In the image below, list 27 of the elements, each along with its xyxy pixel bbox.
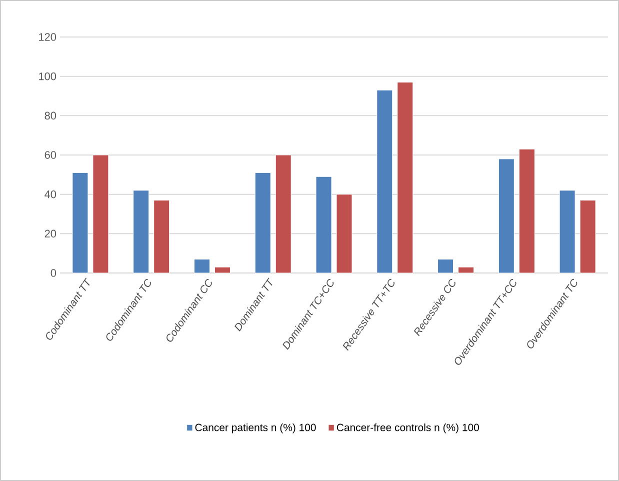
bar: [214, 266, 230, 274]
bar: [376, 90, 393, 274]
bar: [316, 176, 332, 274]
legend-label: Cancer patients n (%) 100: [195, 423, 316, 434]
bar: [336, 194, 352, 274]
y-tick-label: 40: [44, 190, 56, 198]
bar: [194, 258, 210, 274]
bar: [580, 200, 596, 274]
bar: [498, 158, 514, 274]
y-tick-label: 0: [50, 269, 56, 277]
bar: [154, 200, 170, 274]
bar: [397, 82, 414, 274]
y-tick-label: 100: [39, 72, 56, 80]
y-tick-label: 120: [39, 33, 56, 41]
bar: [438, 258, 454, 274]
y-tick-label: 80: [44, 112, 56, 120]
legend-label: Cancer-free controls n (%) 100: [336, 423, 479, 434]
bar: [133, 190, 150, 274]
bar: [518, 148, 535, 274]
bar: [254, 172, 271, 274]
bar: [559, 190, 576, 274]
bar: [92, 154, 109, 274]
bar: [72, 172, 88, 274]
y-tick-label: 60: [44, 151, 56, 159]
bar: [458, 266, 474, 274]
y-tick-label: 20: [44, 230, 56, 238]
bar: [275, 154, 292, 274]
